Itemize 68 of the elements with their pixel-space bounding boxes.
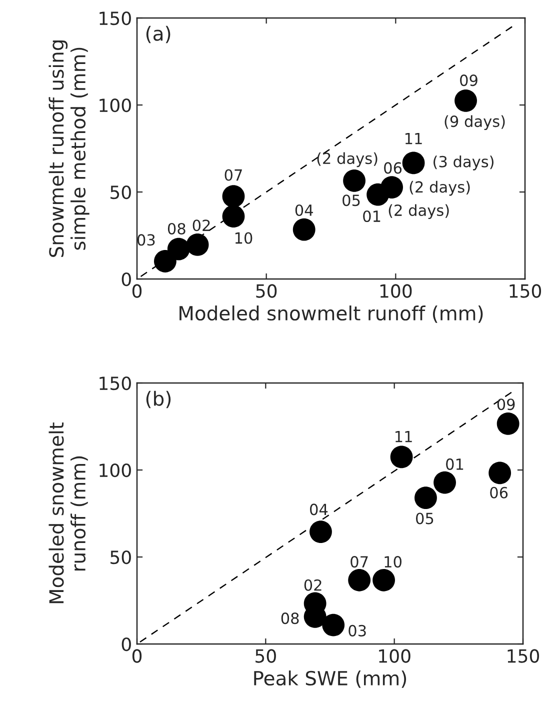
- annotation: (b): [146, 390, 171, 408]
- y-axis-title: Modeled snowmelt runoff (mm): [48, 422, 88, 604]
- point: [434, 471, 456, 494]
- y-tick-label: 100: [100, 463, 131, 478]
- annotation: 01: [363, 210, 380, 222]
- y-tick-label: 50: [110, 185, 131, 200]
- point: [390, 446, 413, 468]
- y-tick-label: 50: [110, 550, 131, 564]
- point: [292, 218, 316, 241]
- point: [154, 250, 176, 272]
- annotation: 11: [395, 431, 412, 442]
- annotation: 01: [446, 458, 464, 470]
- annotation: (2 days): [388, 204, 449, 220]
- y-tick-label: 0: [122, 637, 131, 652]
- x-tick-label: 150: [508, 649, 540, 663]
- annotation: 05: [342, 194, 360, 206]
- x-tick-label: 150: [510, 284, 542, 298]
- annotation: 10: [384, 556, 402, 568]
- annotation: 02: [192, 220, 210, 232]
- annotation: 10: [235, 232, 252, 244]
- annotation: 02: [304, 579, 322, 591]
- annotation: (2 days): [410, 180, 470, 196]
- point: [322, 614, 345, 636]
- point: [310, 520, 332, 543]
- point: [186, 234, 209, 256]
- point: [222, 205, 245, 228]
- annotation: 05: [416, 512, 434, 524]
- annotation: 11: [405, 133, 422, 144]
- y-tick-label: 100: [100, 98, 131, 112]
- x-tick-label: 0: [132, 649, 142, 663]
- point: [343, 169, 366, 192]
- point: [402, 152, 425, 174]
- point: [167, 238, 190, 260]
- annotation: 04: [310, 504, 328, 516]
- annotation: 03: [137, 234, 155, 246]
- point: [222, 185, 245, 208]
- annotation: 09: [497, 398, 515, 410]
- annotation: (9 days): [444, 115, 505, 130]
- point: [372, 568, 395, 592]
- x-tick-label: 50: [256, 649, 276, 663]
- point: [496, 412, 520, 435]
- annotation: 09: [460, 74, 478, 86]
- x-axis-title: Modeled snowmelt runoff (mm): [180, 306, 483, 323]
- annotation: 08: [168, 222, 186, 235]
- point: [380, 176, 403, 198]
- annotation: 07: [350, 556, 368, 568]
- point: [348, 568, 371, 592]
- x-tick-label: 100: [380, 284, 412, 298]
- annotation: (3 days): [434, 156, 494, 170]
- annotation: 07: [224, 169, 242, 181]
- y-axis-title: Snowmelt runoff using simple method (mm): [48, 40, 90, 257]
- y-tick-label: 0: [122, 272, 131, 286]
- x-tick-label: 100: [379, 649, 410, 663]
- point: [488, 462, 512, 484]
- y-tick-label: 150: [100, 376, 131, 390]
- annotation: 04: [295, 204, 313, 216]
- annotation: 03: [348, 624, 366, 636]
- x-tick-label: 0: [132, 284, 142, 298]
- annotation: 06: [490, 486, 508, 498]
- point: [414, 486, 437, 510]
- point: [454, 89, 477, 112]
- annotation: 06: [384, 162, 402, 174]
- annotation: (2 days): [317, 152, 378, 168]
- y-tick-label: 150: [100, 11, 131, 26]
- x-tick-label: 50: [256, 284, 277, 298]
- annotation: (a): [146, 26, 170, 44]
- x-axis-title: Peak SWE (mm): [254, 670, 406, 688]
- annotation: 08: [281, 612, 299, 624]
